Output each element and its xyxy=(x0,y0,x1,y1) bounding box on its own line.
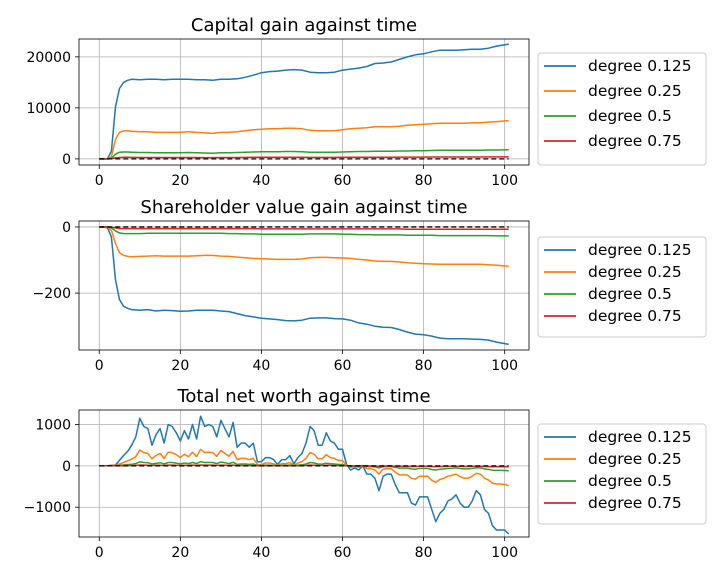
chart-title: Shareholder value gain against time xyxy=(140,197,467,218)
legend-frame xyxy=(537,236,707,338)
series-line-1 xyxy=(99,43,509,160)
x-tick-label: 40 xyxy=(253,545,271,561)
series-line-4 xyxy=(99,226,509,231)
x-tick-label: 100 xyxy=(491,173,518,189)
x-tick-label: 0 xyxy=(95,173,104,189)
legend: degree 0.125 degree 0.25 degree 0.5 degree … xyxy=(537,236,707,338)
x-tick-label: 60 xyxy=(334,545,352,561)
legend-frame xyxy=(537,423,707,525)
y-tick-label: 0 xyxy=(62,459,71,475)
legend-label-3: degree 0.5 xyxy=(588,472,672,490)
legend: degree 0.125 degree 0.25 degree 0.5 degree … xyxy=(537,423,707,525)
legend-label-1: degree 0.125 xyxy=(588,428,692,446)
chart-panel-1: Capital gain against time 0 20 40 60 80 100 0 10… xyxy=(26,15,707,189)
series-line-1 xyxy=(99,226,509,346)
x-tick-label: 40 xyxy=(253,173,271,189)
legend-label-2: degree 0.25 xyxy=(588,263,682,281)
series-line-1 xyxy=(99,415,510,535)
legend-label-3: degree 0.5 xyxy=(588,285,672,303)
legend-label-2: degree 0.25 xyxy=(588,450,682,468)
x-tick-label: 40 xyxy=(253,358,271,374)
chart-title: Capital gain against time xyxy=(191,15,417,36)
legend-label-2: degree 0.25 xyxy=(588,82,682,100)
axes-frame xyxy=(78,220,530,351)
series-line-3 xyxy=(99,460,509,472)
x-tick-label: 20 xyxy=(171,545,189,561)
series-line-2 xyxy=(99,119,509,160)
x-tick-label: 80 xyxy=(415,545,433,561)
series-line-2 xyxy=(99,448,509,487)
axes-frame xyxy=(78,409,530,538)
y-tick-label: 1000 xyxy=(35,417,71,433)
chart-panel-2: Shareholder value gain against time 0 20 40… xyxy=(33,197,707,374)
x-tick-label: 0 xyxy=(95,358,104,374)
x-tick-label: 0 xyxy=(95,545,104,561)
legend-frame xyxy=(537,52,707,166)
legend: degree 0.125 degree 0.25 degree 0.5 degree … xyxy=(537,52,707,166)
y-tick-label: 20000 xyxy=(26,50,71,66)
legend-label-4: degree 0.75 xyxy=(588,494,682,512)
y-tick-label: 10000 xyxy=(26,101,71,117)
legend-label-4: degree 0.75 xyxy=(588,307,682,325)
y-tick-label: −200 xyxy=(33,286,71,302)
y-tick-label: 0 xyxy=(62,220,71,236)
chart-title: Total net worth against time xyxy=(176,386,430,407)
x-tick-label: 100 xyxy=(491,358,518,374)
series-line-3 xyxy=(99,226,509,237)
x-tick-label: 60 xyxy=(334,173,352,189)
x-tick-label: 100 xyxy=(491,545,518,561)
series-line-2 xyxy=(99,226,509,268)
legend-label-4: degree 0.75 xyxy=(588,132,682,150)
chart-panel-3: Total net worth against time 0 20 40 60 80 100… xyxy=(24,386,707,561)
series-line-3 xyxy=(99,148,509,160)
legend-label-1: degree 0.125 xyxy=(588,57,692,75)
x-tick-label: 80 xyxy=(415,358,433,374)
x-tick-label: 80 xyxy=(415,173,433,189)
y-tick-label: 0 xyxy=(62,152,71,168)
x-tick-label: 20 xyxy=(171,173,189,189)
legend-label-3: degree 0.5 xyxy=(588,107,672,125)
series-line-4 xyxy=(99,464,509,468)
y-tick-label: −1000 xyxy=(24,500,71,516)
axes-frame xyxy=(78,38,530,166)
x-tick-label: 60 xyxy=(334,358,352,374)
x-tick-label: 20 xyxy=(171,358,189,374)
legend-label-1: degree 0.125 xyxy=(588,241,692,259)
series-line-4 xyxy=(99,156,509,160)
